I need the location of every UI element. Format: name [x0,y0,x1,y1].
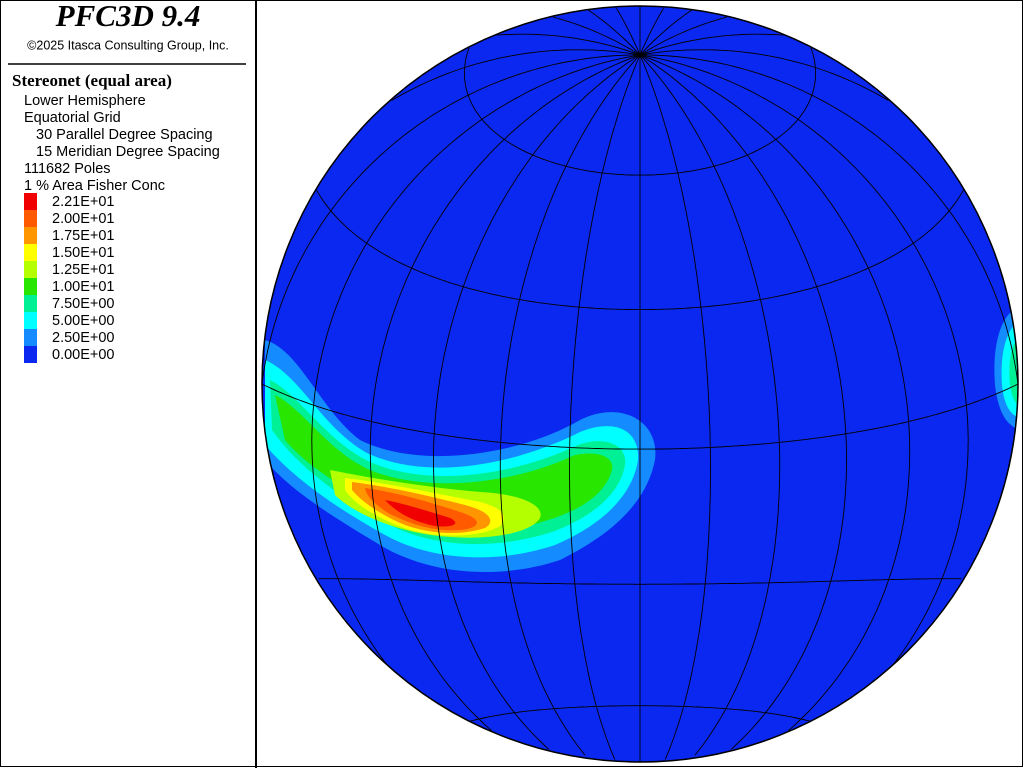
legend-swatch [24,278,37,295]
grid-line [587,9,641,56]
legend-swatch [24,244,37,261]
legend-label: 2.50E+00 [52,330,115,346]
plot-title: Stereonet (equal area) [12,71,172,90]
grid-line [639,16,727,56]
grid-line [496,33,641,56]
grid-line [470,705,810,722]
legend-swatch [24,210,37,227]
grid-line [262,383,1018,450]
grid-line [639,49,889,101]
stereonet [262,6,1018,762]
parallel-spacing-value: 30 [36,127,52,143]
legend-label: 1.50E+01 [52,245,115,261]
grid-line [316,189,964,311]
legend-label: 2.00E+01 [52,211,115,227]
net-grid [262,6,1018,762]
meridian-spacing: 15 Meridian Degree Spacing [36,144,220,160]
legend-label: 2.21E+01 [52,194,115,210]
grid-line [262,54,640,385]
grid-line [616,8,641,56]
grid-line [639,8,664,56]
contours [265,305,1018,572]
legend-swatch [24,312,37,329]
grid-line [569,54,641,760]
contour-method: 1 % Area Fisher Conc [24,178,165,194]
parallel-spacing: 30 Parallel Degree Spacing [36,127,213,143]
grid-line [463,47,817,176]
legend-swatch [24,193,37,210]
grid-line [318,578,962,585]
legend-label: 0.00E+00 [52,347,115,363]
grid-line [639,54,781,756]
copyright: ©2025 Itasca Consulting Group, Inc. [27,38,229,52]
legend-swatch [24,329,37,346]
grid-line [553,16,641,56]
legend-label: 1.75E+01 [52,228,115,244]
grid-line [639,33,784,56]
meridian-spacing-value: 15 [36,144,52,160]
legend-swatch [24,346,37,363]
grid-line [433,54,641,750]
legend-label: 5.00E+00 [52,313,115,329]
grid-line [639,54,969,665]
legend-swatch [24,261,37,278]
grid-type: Equatorial Grid [24,110,121,126]
grid-line [639,54,711,760]
legend-label: 1.25E+01 [52,262,115,278]
grid-line [369,54,641,732]
grid-line [391,49,641,101]
legend-label: 1.00E+01 [52,279,115,295]
hemisphere: Lower Hemisphere [24,93,146,109]
legend-swatch [24,227,37,244]
poles: 111682 Poles [24,161,111,177]
app-title: PFC3D 9.4 [55,0,201,33]
parallel-spacing-label: Parallel Degree Spacing [56,127,212,143]
grid-line [639,54,911,732]
legend-swatch [24,295,37,312]
contour-band [385,500,456,527]
meridian-spacing-label: Meridian Degree Spacing [56,144,220,160]
grid-line [639,9,693,56]
grid-line [499,54,641,756]
contour-band [275,395,613,533]
grid-line [639,54,847,750]
legend: 2.21E+012.00E+011.75E+011.50E+011.25E+01… [24,193,115,363]
grid-line [640,54,1018,385]
net-outline [261,5,1019,763]
grid-line [311,54,641,665]
legend-label: 7.50E+00 [52,296,115,312]
